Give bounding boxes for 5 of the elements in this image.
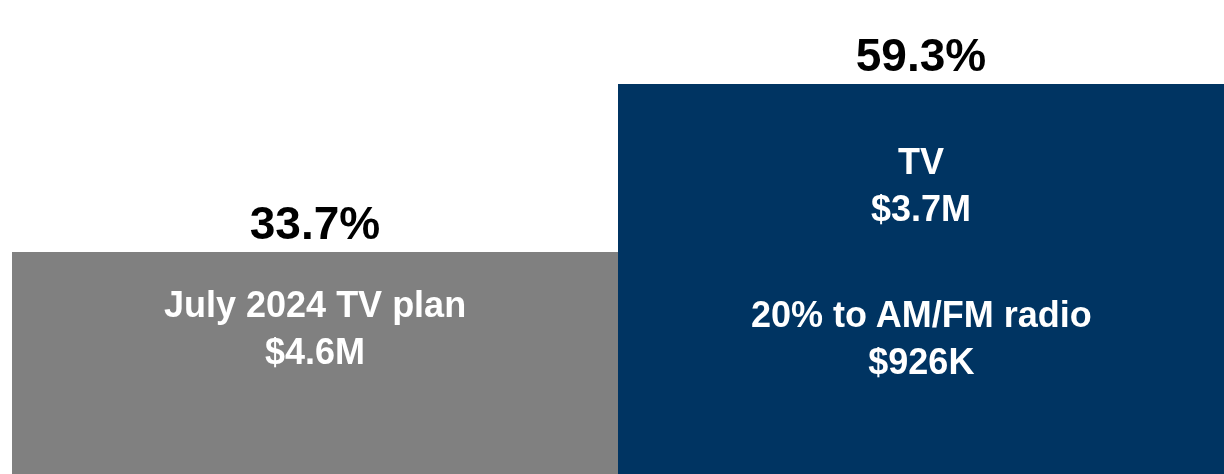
annotation: July 2024 TV plan $4.6M xyxy=(164,284,467,372)
data-label: 33.7% xyxy=(249,197,381,250)
annotation: TV $3.7M xyxy=(871,141,972,229)
data-label: 59.3% xyxy=(855,28,987,81)
annotation: 20% to AM/FM radio $926K xyxy=(751,294,1092,382)
